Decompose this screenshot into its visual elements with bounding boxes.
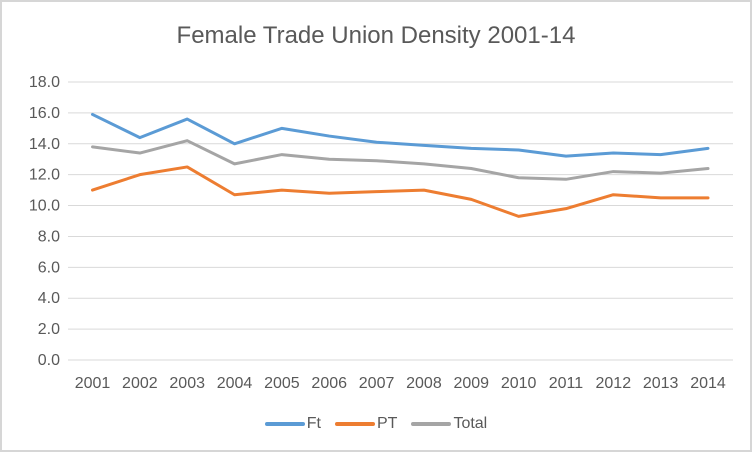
x-axis-tick-label: 2013: [643, 375, 679, 392]
x-axis-tick-label: 2008: [406, 375, 442, 392]
x-axis-tick-label: 2007: [359, 375, 395, 392]
series-line-total: [91, 139, 710, 181]
x-axis-tick-label: 2005: [264, 375, 300, 392]
series-line-ft: [91, 112, 710, 158]
x-axis-tick-label: 2012: [596, 375, 632, 392]
y-axis-tick-label: 2.0: [38, 321, 60, 338]
x-axis-tick-label: 2011: [549, 375, 584, 392]
x-axis-tick-label: 2009: [453, 375, 489, 392]
legend-swatch-total: [411, 422, 452, 426]
y-axis-tick-label: 0.0: [38, 352, 60, 369]
x-axis-tick-label: 2003: [169, 375, 205, 392]
chart-title: Female Trade Union Density 2001-14: [176, 22, 576, 49]
y-axis-tick-label: 8.0: [38, 228, 60, 245]
y-axis-tick-label: 6.0: [38, 259, 60, 276]
y-axis-tick-label: 12.0: [29, 167, 60, 184]
legend-swatch-ft: [264, 422, 305, 426]
x-axis-tick-label: 2010: [501, 375, 537, 392]
legend-swatch-pt: [334, 422, 375, 426]
y-axis-tick-label: 10.0: [29, 198, 60, 215]
x-axis-tick-label: 2001: [75, 375, 111, 392]
y-axis-tick-label: 4.0: [38, 290, 60, 307]
y-axis-tick-label: 14.0: [29, 136, 60, 153]
legend-item-pt: PT: [334, 415, 398, 433]
y-axis-tick-label: 18.0: [29, 74, 60, 91]
legend-label-ft: Ft: [306, 415, 321, 432]
legend-label-total: Total: [453, 415, 488, 432]
legend-item-ft: Ft: [264, 415, 321, 433]
chart-legend: Ft PT Total: [2, 412, 750, 436]
legend-label-pt: PT: [376, 415, 398, 432]
x-axis-tick-label: 2006: [311, 375, 347, 392]
y-axis-tick-label: 16.0: [29, 105, 60, 122]
series-line-pt: [91, 165, 710, 218]
x-axis-tick-label: 2014: [690, 375, 726, 392]
legend-item-total: Total: [411, 415, 487, 433]
x-axis-tick-label: 2004: [217, 375, 253, 392]
x-axis-tick-label: 2002: [122, 375, 158, 392]
